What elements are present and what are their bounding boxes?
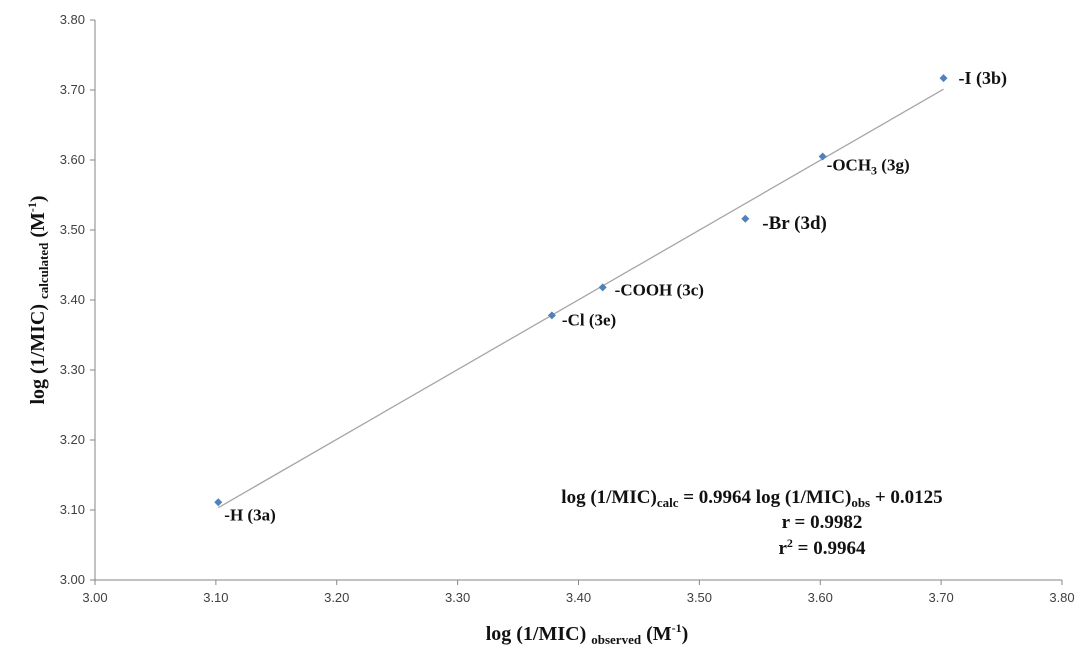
equation-line-1: log (1/MIC)calc = 0.9964 log (1/MIC)obs … — [561, 487, 942, 510]
x-tick-label: 3.40 — [566, 590, 591, 605]
x-tick-label: 3.10 — [203, 590, 228, 605]
y-tick-label: 3.70 — [60, 82, 85, 97]
x-tick-label: 3.50 — [687, 590, 712, 605]
x-tick-label: 3.60 — [808, 590, 833, 605]
y-tick-label: 3.60 — [60, 152, 85, 167]
data-point-label: -COOH (3c) — [615, 280, 704, 299]
x-axis-title: log (1/MIC) observed (M-1) — [486, 621, 689, 647]
data-point-label: -H (3a) — [224, 505, 275, 524]
y-tick-label: 3.80 — [60, 12, 85, 27]
x-tick-label: 3.80 — [1049, 590, 1074, 605]
data-point-label: -I (3b) — [959, 68, 1008, 89]
axes: 3.00 3.10 3.20 3.30 3.40 3.50 3.60 3.70 3.80 3.00… — [60, 12, 1075, 605]
y-tick-label: 3.50 — [60, 222, 85, 237]
data-point-label: -Cl (3e) — [562, 310, 616, 329]
x-tick-label: 3.20 — [324, 590, 349, 605]
data-point-marker — [547, 311, 556, 320]
data-point-marker — [939, 74, 948, 83]
trendline-group — [217, 88, 944, 509]
y-tick-label: 3.10 — [60, 502, 85, 517]
data-point-marker — [818, 152, 827, 161]
x-tick-label: 3.30 — [445, 590, 470, 605]
x-tick-label: 3.70 — [928, 590, 953, 605]
y-axis-title: log (1/MIC) calculated (M-1) — [25, 195, 51, 404]
x-tick-label: 3.00 — [82, 590, 107, 605]
y-tick-label: 3.00 — [60, 572, 85, 587]
data-point-marker — [214, 498, 223, 507]
data-point-marker — [741, 214, 750, 223]
data-points — [214, 74, 948, 507]
y-tick-label: 3.40 — [60, 292, 85, 307]
regression-equation: log (1/MIC)calc = 0.9964 log (1/MIC)obs … — [561, 487, 942, 559]
equation-line-3: r2 = 0.9964 — [778, 536, 866, 559]
y-tick-label: 3.30 — [60, 362, 85, 377]
data-point-label: -Br (3d) — [762, 213, 827, 234]
point-labels: -H (3a) -Cl (3e) -COOH (3c) -Br (3d) -OCH3 (… — [224, 68, 1007, 524]
data-point-label: -OCH3 (3g) — [827, 156, 910, 178]
y-tick-label: 3.20 — [60, 432, 85, 447]
trendline — [217, 88, 944, 509]
equation-line-2: r = 0.9982 — [782, 512, 863, 533]
data-point-marker — [598, 283, 607, 292]
